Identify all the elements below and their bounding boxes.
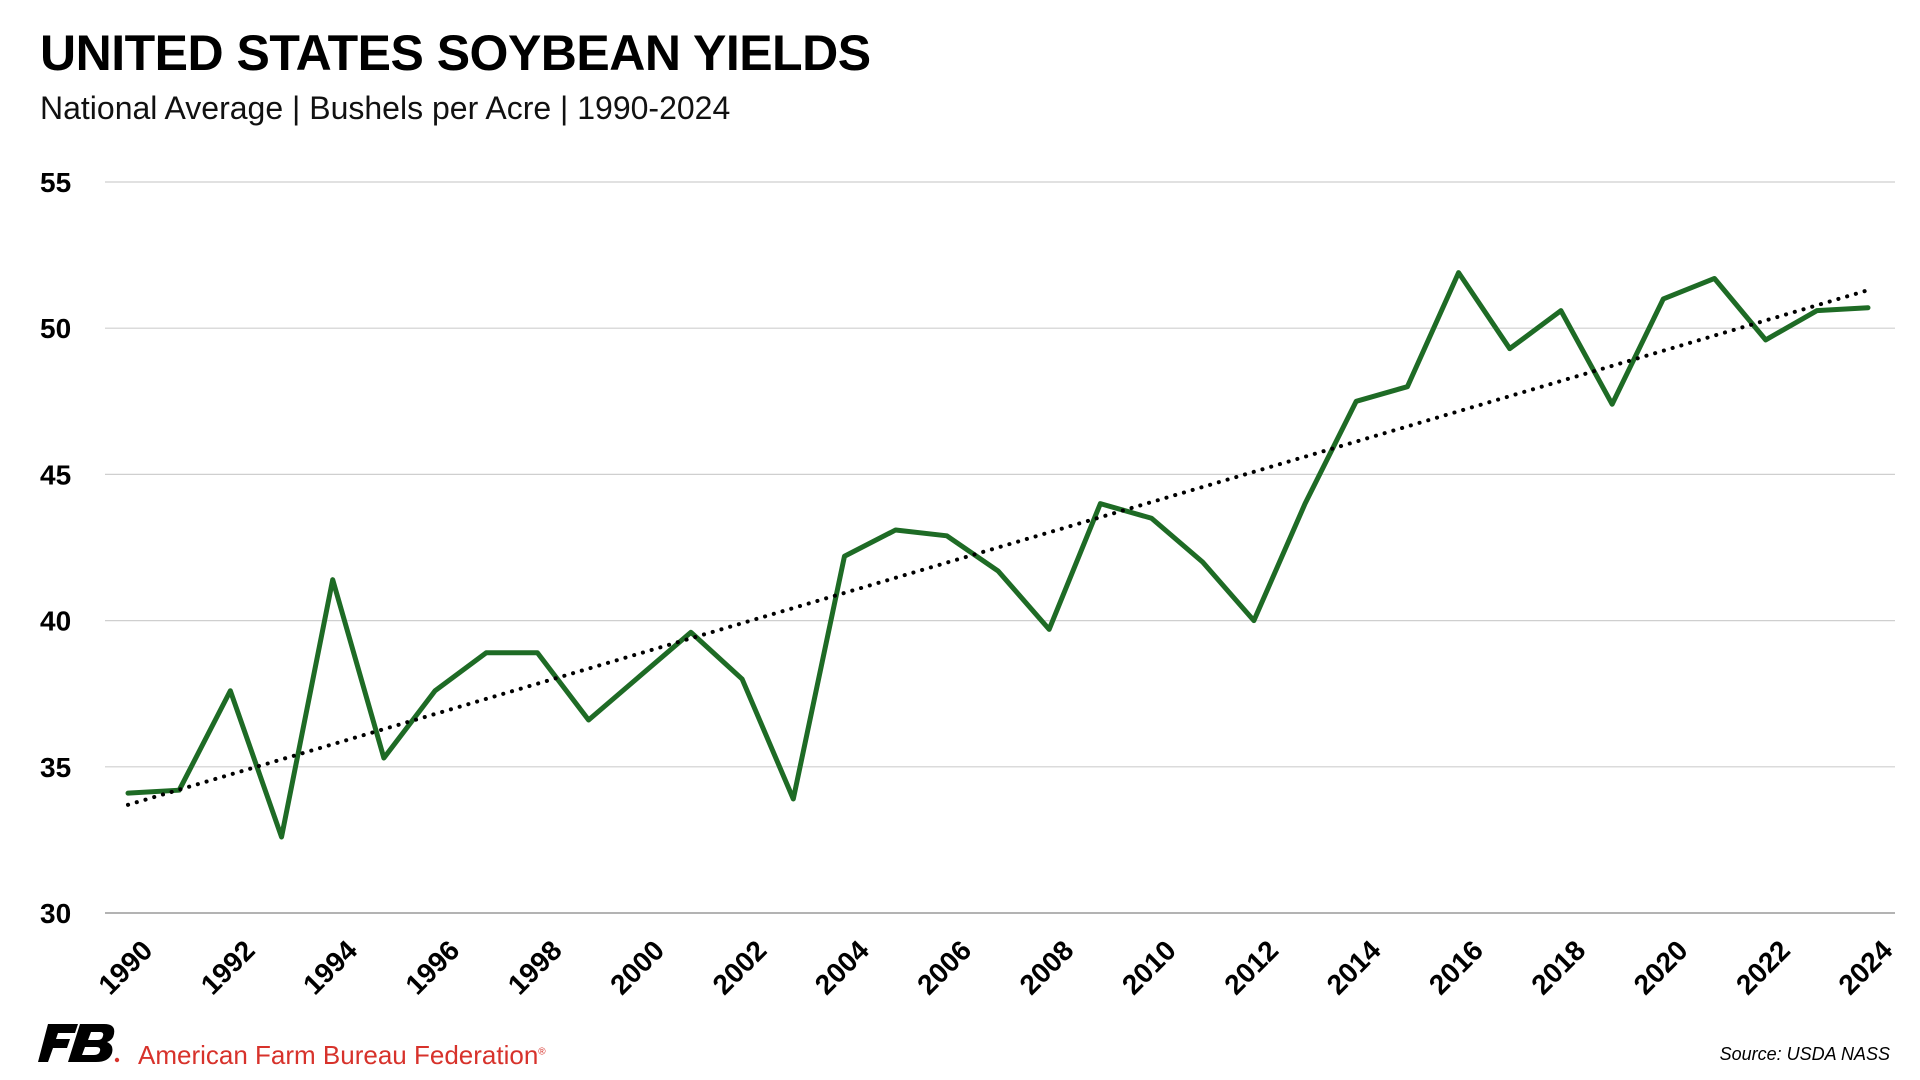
y-tick-label: 40 (40, 606, 71, 637)
series-lines (125, 270, 1871, 840)
x-tick-label: 1990 (92, 934, 158, 1000)
x-tick-label: 2024 (1832, 934, 1898, 1000)
source-note: Source: USDA NASS (1719, 1044, 1890, 1064)
x-tick-label: 2006 (911, 934, 977, 1000)
x-tick-label: 2002 (707, 934, 773, 1000)
chart-title: UNITED STATES SOYBEAN YIELDS (40, 25, 871, 81)
x-tick-label: 2016 (1423, 934, 1489, 1000)
soybean-yield-series (125, 270, 1871, 840)
x-tick-label: 2010 (1116, 934, 1182, 1000)
x-tick-label: 2020 (1628, 934, 1694, 1000)
x-axis-ticks: 1990 1992 1994 1996 1998 2000 2002 2004 2006 2008… (92, 934, 1898, 1000)
x-tick-label: 1992 (195, 934, 261, 1000)
gridlines (105, 181, 1895, 914)
fb-logo-icon (38, 1024, 120, 1063)
organization-name: American Farm Bureau Federation® (138, 1040, 546, 1070)
chart-subtitle: National Average | Bushels per Acre | 19… (40, 90, 731, 126)
y-tick-label: 35 (40, 752, 71, 783)
y-tick-label: 55 (40, 167, 71, 198)
x-tick-label: 2008 (1014, 934, 1080, 1000)
y-tick-label: 30 (40, 898, 71, 929)
y-tick-label: 50 (40, 313, 71, 344)
x-tick-label: 2004 (809, 934, 875, 1000)
trendline-series (126, 288, 1870, 807)
x-tick-label: 1996 (399, 934, 465, 1000)
y-axis-ticks: 30 35 40 45 50 55 (40, 167, 71, 929)
line-chart: 30 35 40 45 50 55 1990 1992 1994 1996 1998 2000 200… (40, 167, 1899, 1000)
x-tick-label: 2012 (1218, 934, 1284, 1000)
x-tick-label: 1998 (502, 934, 568, 1000)
x-tick-label: 2018 (1525, 934, 1591, 1000)
x-tick-label: 2000 (604, 934, 670, 1000)
x-tick-label: 2022 (1730, 934, 1796, 1000)
x-tick-label: 1994 (297, 934, 363, 1000)
x-tick-label: 2014 (1321, 934, 1387, 1000)
y-tick-label: 45 (40, 459, 71, 490)
